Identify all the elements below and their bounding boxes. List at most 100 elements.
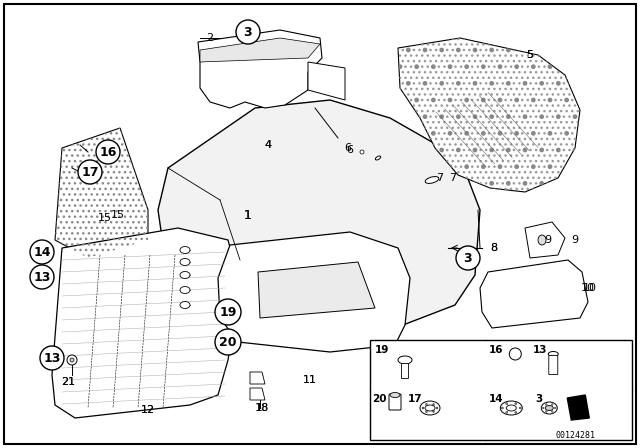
Text: 1: 1 (244, 208, 252, 221)
Text: 7: 7 (436, 173, 444, 183)
Ellipse shape (180, 246, 190, 254)
Polygon shape (525, 222, 565, 258)
Circle shape (40, 346, 64, 370)
Polygon shape (52, 228, 238, 418)
Text: 18: 18 (255, 403, 269, 413)
Text: 8: 8 (490, 243, 497, 253)
Ellipse shape (425, 405, 435, 411)
Text: 21: 21 (61, 377, 75, 387)
Circle shape (30, 240, 54, 264)
Circle shape (509, 348, 521, 360)
Circle shape (436, 407, 438, 409)
Text: 14: 14 (489, 394, 504, 404)
Text: 14: 14 (33, 246, 51, 258)
Polygon shape (398, 38, 580, 192)
Ellipse shape (398, 356, 412, 364)
Text: 12: 12 (141, 405, 155, 415)
Text: 17: 17 (81, 165, 99, 178)
Text: 19: 19 (375, 345, 389, 355)
Text: 6: 6 (344, 143, 351, 153)
Ellipse shape (420, 401, 440, 415)
Text: 20: 20 (220, 336, 237, 349)
Circle shape (543, 407, 544, 409)
Circle shape (426, 410, 428, 413)
Polygon shape (198, 30, 322, 108)
Ellipse shape (375, 156, 381, 160)
Circle shape (215, 299, 241, 325)
Circle shape (70, 358, 74, 362)
Polygon shape (250, 372, 265, 384)
Circle shape (360, 150, 364, 154)
Text: 10: 10 (583, 283, 597, 293)
Text: 18: 18 (255, 403, 269, 413)
Text: 13: 13 (33, 271, 51, 284)
Circle shape (519, 407, 521, 409)
FancyBboxPatch shape (389, 394, 401, 410)
Text: 13: 13 (44, 352, 61, 365)
Ellipse shape (538, 235, 546, 245)
Text: 20: 20 (372, 394, 387, 404)
Polygon shape (480, 260, 588, 328)
Text: 11: 11 (303, 375, 317, 385)
Polygon shape (55, 128, 148, 258)
Text: 9: 9 (545, 235, 552, 245)
Polygon shape (250, 388, 265, 400)
Bar (370, 340, 632, 440)
Circle shape (456, 246, 480, 270)
Text: 5: 5 (527, 50, 534, 60)
Polygon shape (218, 232, 410, 352)
Polygon shape (258, 262, 375, 318)
Polygon shape (308, 62, 345, 100)
Ellipse shape (545, 405, 553, 410)
Circle shape (545, 404, 547, 405)
Text: 2: 2 (207, 33, 214, 43)
Text: 5: 5 (527, 50, 534, 60)
Text: 4: 4 (264, 140, 271, 150)
Circle shape (515, 411, 516, 414)
Ellipse shape (548, 352, 558, 357)
Text: 16: 16 (99, 146, 116, 159)
Circle shape (215, 329, 241, 355)
Text: 1: 1 (244, 208, 252, 221)
Text: 13: 13 (533, 345, 548, 355)
Circle shape (552, 411, 553, 412)
Text: 17: 17 (408, 394, 422, 404)
Text: 11: 11 (303, 375, 317, 385)
Ellipse shape (180, 271, 190, 279)
Text: 00124281: 00124281 (556, 431, 596, 440)
Text: 15: 15 (111, 210, 125, 220)
Ellipse shape (390, 392, 400, 397)
Ellipse shape (506, 405, 516, 411)
FancyBboxPatch shape (548, 356, 558, 375)
Polygon shape (158, 100, 480, 340)
Text: 10: 10 (581, 283, 595, 293)
Circle shape (78, 160, 102, 184)
Circle shape (433, 410, 435, 413)
Polygon shape (200, 38, 320, 62)
Circle shape (30, 265, 54, 289)
Text: 21: 21 (61, 377, 75, 387)
Ellipse shape (541, 402, 557, 414)
Polygon shape (567, 395, 589, 420)
Circle shape (506, 403, 508, 405)
Text: 6: 6 (346, 145, 353, 155)
Circle shape (552, 404, 553, 405)
Circle shape (67, 355, 77, 365)
Ellipse shape (180, 302, 190, 309)
Text: 7: 7 (449, 173, 456, 183)
Text: 16: 16 (489, 345, 504, 355)
Text: 3: 3 (535, 394, 543, 404)
Text: 4: 4 (264, 140, 271, 150)
Ellipse shape (425, 177, 439, 183)
Circle shape (422, 407, 424, 409)
Circle shape (426, 404, 428, 405)
Text: 3: 3 (244, 26, 252, 39)
Circle shape (501, 407, 503, 409)
Text: 9: 9 (572, 235, 579, 245)
Ellipse shape (180, 258, 190, 266)
FancyBboxPatch shape (401, 363, 408, 379)
Circle shape (506, 411, 508, 414)
Ellipse shape (180, 287, 190, 293)
Text: 19: 19 (220, 306, 237, 319)
Text: 8: 8 (490, 243, 497, 253)
